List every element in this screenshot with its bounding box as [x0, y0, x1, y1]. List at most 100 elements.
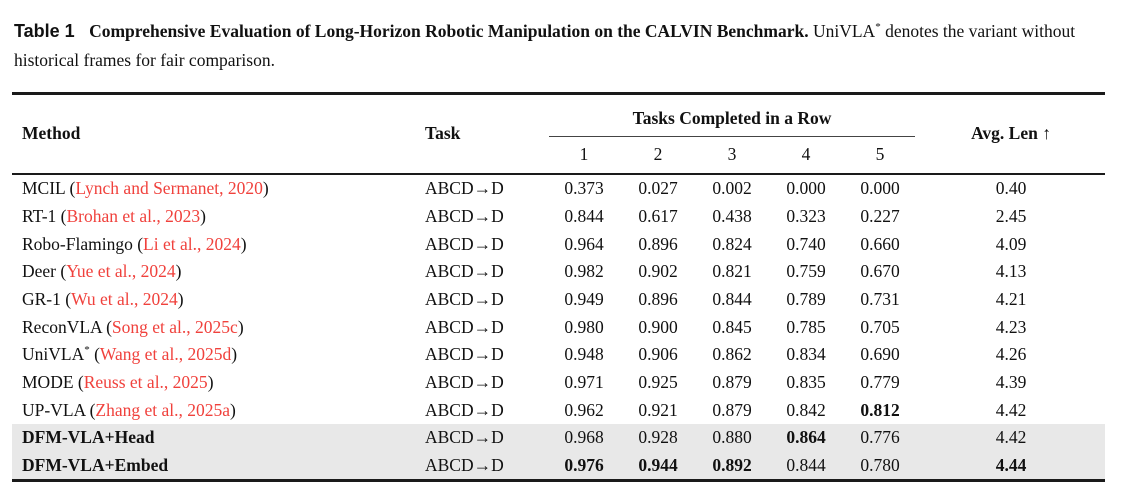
score-cell: 0.962 — [564, 399, 604, 420]
avg-len-cell: 4.42 — [995, 399, 1027, 420]
score-cell: 0.670 — [860, 261, 900, 282]
citation-link[interactable]: Wu et al., 2024 — [71, 288, 178, 309]
score-cell: 0.785 — [786, 316, 826, 337]
score-cell: 0.968 — [564, 427, 604, 448]
score-cell: 0.779 — [860, 371, 900, 392]
task-cell: ABCD→D — [425, 427, 504, 448]
score-cell: 0.835 — [786, 371, 826, 392]
column-header-avg-len: Avg. Len ↑ — [917, 93, 1105, 174]
column-header-group: Tasks Completed in a Row — [547, 93, 917, 137]
method-cell: ReconVLA (Song et al., 2025c) — [22, 316, 244, 337]
caption-note-text: denotes the variant without historical f… — [14, 20, 1076, 70]
score-cell: 0.834 — [786, 344, 826, 365]
task-cell: ABCD→D — [425, 399, 504, 420]
table-number: Table 1 — [14, 20, 75, 41]
citation-link[interactable]: Brohan et al., 2023 — [66, 205, 201, 226]
score-cell: 0.896 — [638, 233, 678, 254]
score-cell: 0.027 — [638, 178, 678, 199]
score-cell: 0.812 — [860, 399, 900, 420]
avg-len-cell: 2.45 — [995, 205, 1027, 226]
method-cell: UP-VLA (Zhang et al., 2025a) — [22, 399, 236, 420]
table-row: ReconVLA (Song et al., 2025c) ABCD→D 0.980… — [12, 313, 1105, 341]
score-cell: 0.896 — [638, 288, 678, 309]
score-cell: 0.964 — [564, 233, 604, 254]
method-name: GR-1 — [22, 288, 61, 309]
citation-link[interactable]: Song et al., 2025c — [111, 316, 238, 337]
task-cell: ABCD→D — [425, 455, 504, 476]
score-cell: 0.879 — [712, 399, 752, 420]
score-cell: 0.000 — [786, 178, 826, 199]
method-cell: Robo-Flamingo (Li et al., 2024) — [22, 233, 247, 254]
subcolumn-header: 2 — [653, 144, 663, 165]
avg-len-cell: 4.42 — [995, 427, 1027, 448]
caption-title: Comprehensive Evaluation of Long-Horizon… — [89, 20, 809, 41]
table-row: Robo-Flamingo (Li et al., 2024) ABCD→D 0.9… — [12, 230, 1105, 258]
column-header-method: Method — [22, 123, 81, 144]
score-cell: 0.731 — [860, 288, 900, 309]
score-cell: 0.902 — [638, 261, 678, 282]
citation-link[interactable]: Lynch and Sermanet, 2020 — [75, 178, 263, 199]
score-cell: 0.980 — [564, 316, 604, 337]
avg-len-cell: 4.39 — [995, 371, 1027, 392]
benchmark-table: Method Task Tasks Completed in a Row Avg… — [12, 91, 1106, 483]
score-cell: 0.821 — [712, 261, 752, 282]
method-asterisk: * — [84, 344, 90, 357]
avg-len-label: Avg. Len — [971, 123, 1038, 144]
method-name: ReconVLA — [22, 316, 102, 337]
score-cell: 0.789 — [786, 288, 826, 309]
method-cell: DFM-VLA+Embed — [12, 452, 417, 481]
table-row: MODE (Reuss et al., 2025) ABCD→D 0.971 0.92… — [12, 369, 1105, 397]
score-cell: 0.948 — [564, 344, 604, 365]
method-cell: UniVLA* (Wang et al., 2025d) — [22, 344, 238, 365]
caption-note-asterisk: * — [875, 21, 881, 33]
subcolumn-header: 3 — [727, 144, 737, 165]
method-cell: GR-1 (Wu et al., 2024) — [22, 288, 184, 309]
avg-len-cell: 4.26 — [995, 344, 1027, 365]
table-row: DFM-VLA+Head ABCD→D 0.968 0.928 0.880 0.864 0.… — [12, 424, 1106, 452]
table-row: GR-1 (Wu et al., 2024) ABCD→D 0.949 0.896 0.… — [12, 286, 1105, 314]
method-name: UniVLA — [22, 344, 85, 365]
score-cell: 0.844 — [786, 455, 826, 476]
subcolumn-header: 4 — [801, 144, 811, 165]
score-cell: 0.864 — [786, 427, 826, 448]
score-cell: 0.944 — [638, 455, 678, 476]
subcolumn-header: 1 — [579, 144, 589, 165]
citation-link[interactable]: Yue et al., 2024 — [66, 261, 176, 282]
score-cell: 0.892 — [712, 455, 752, 476]
table-row: Deer (Yue et al., 2024) ABCD→D 0.982 0.902 0… — [12, 258, 1105, 286]
table-row: UP-VLA (Zhang et al., 2025a) ABCD→D 0.962 0… — [12, 396, 1105, 424]
table-row: MCIL (Lynch and Sermanet, 2020) ABCD→D 0.3… — [12, 174, 1105, 203]
score-cell: 0.842 — [786, 399, 826, 420]
score-cell: 0.780 — [860, 455, 900, 476]
score-cell: 0.000 — [860, 178, 900, 199]
score-cell: 0.759 — [786, 261, 826, 282]
table-caption: Table 1 Comprehensive Evaluation of Long… — [0, 0, 1124, 75]
score-cell: 0.776 — [860, 427, 900, 448]
table-row: DFM-VLA+Embed ABCD→D 0.976 0.944 0.892 0.844 0… — [12, 451, 1106, 481]
avg-len-cell: 4.13 — [995, 261, 1027, 282]
method-name: Robo-Flamingo — [22, 233, 133, 254]
score-cell: 0.690 — [860, 344, 900, 365]
method-name: Deer — [22, 261, 57, 282]
table-row: RT-1 (Brohan et al., 2023) ABCD→D 0.844 0.6… — [12, 203, 1105, 231]
score-cell: 0.705 — [860, 316, 900, 337]
citation-link[interactable]: Wang et al., 2025d — [99, 344, 232, 365]
score-cell: 0.900 — [638, 316, 678, 337]
group-header-label: Tasks Completed in a Row — [549, 108, 916, 137]
avg-len-cell: 0.40 — [995, 178, 1027, 199]
subcolumn-header: 5 — [875, 144, 885, 165]
column-header-task: Task — [425, 123, 461, 144]
score-cell: 0.906 — [638, 344, 678, 365]
subheader-row: 1 2 3 4 5 — [12, 137, 1105, 174]
caption-note: UniVLA* denotes the variant without hist… — [14, 21, 1075, 70]
citation-link[interactable]: Reuss et al., 2025 — [83, 371, 208, 392]
score-cell: 0.740 — [786, 233, 826, 254]
citation-link[interactable]: Zhang et al., 2025a — [95, 399, 231, 420]
score-cell: 0.824 — [712, 233, 752, 254]
score-cell: 0.862 — [712, 344, 752, 365]
method-name: DFM-VLA+Head — [22, 427, 155, 448]
table-row: UniVLA* (Wang et al., 2025d) ABCD→D 0.948 0… — [12, 341, 1105, 369]
avg-len-cell: 4.09 — [995, 233, 1027, 254]
citation-link[interactable]: Li et al., 2024 — [143, 233, 241, 254]
